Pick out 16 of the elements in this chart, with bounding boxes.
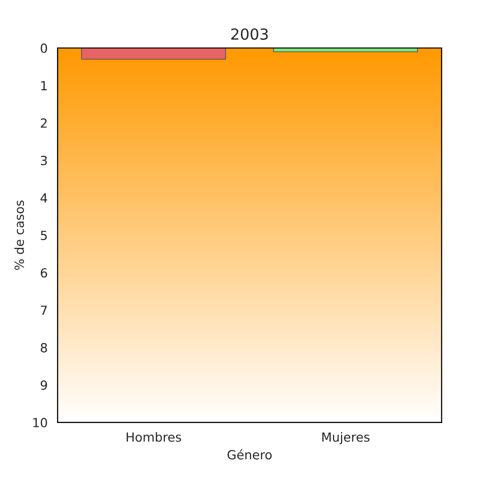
- x-axis-title: Género: [228, 449, 272, 460]
- y-tick-label: 6: [40, 268, 48, 278]
- y-tick-label: 5: [40, 230, 47, 240]
- y-axis-title: % de casos: [14, 200, 24, 270]
- y-tick-label: 2: [40, 118, 47, 128]
- y-tick-label: 3: [40, 156, 47, 166]
- x-tick-label: Hombres: [126, 432, 182, 442]
- y-tick-label: 10: [33, 418, 48, 428]
- y-tick-label: 7: [40, 306, 47, 315]
- y-tick-label: 0: [40, 43, 48, 53]
- y-tick-label: 9: [40, 380, 47, 390]
- x-tick-label: Mujeres: [322, 432, 370, 444]
- y-tick-label: 8: [40, 342, 48, 352]
- chart-title: 2003: [231, 28, 268, 40]
- y-tick-label: 1: [41, 81, 47, 90]
- y-tick-label: 4: [40, 193, 48, 203]
